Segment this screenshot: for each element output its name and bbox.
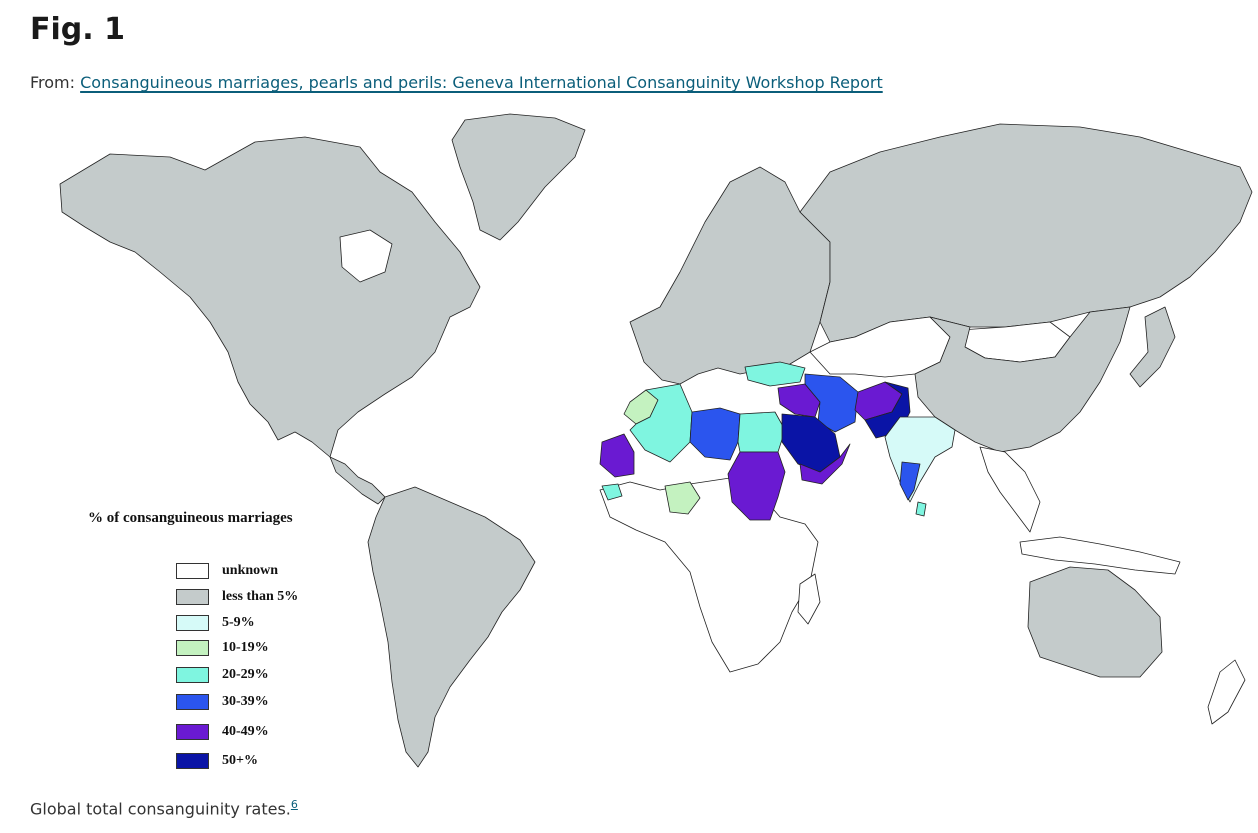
region-nigeria — [664, 481, 701, 515]
legend-label: 20-29% — [222, 667, 269, 682]
legend-item: 30-39% — [176, 692, 269, 712]
legend-swatch — [176, 615, 209, 631]
region-sub-saharan-africa — [599, 477, 819, 673]
region-australia — [1027, 566, 1163, 678]
region-iran — [804, 373, 859, 433]
region-sudan — [727, 451, 786, 521]
region-central-america — [329, 456, 386, 505]
legend-label: 5-9% — [222, 615, 255, 630]
figure-title: Fig. 1 — [30, 12, 125, 47]
region-madagascar — [797, 573, 821, 625]
source-article-link[interactable]: Consanguineous marriages, pearls and per… — [80, 73, 883, 92]
legend-swatch — [176, 589, 209, 605]
region-mauritania — [599, 433, 635, 478]
legend-item: 10-19% — [176, 638, 269, 658]
legend-swatch — [176, 640, 209, 656]
region-turkey — [744, 361, 806, 387]
region-north-america — [59, 136, 481, 458]
region-china — [914, 306, 1131, 453]
legend-item: 5-9% — [176, 613, 255, 633]
region-libya — [689, 407, 741, 461]
region-europe — [629, 166, 831, 385]
legend-swatch — [176, 753, 209, 769]
region-japan — [1129, 306, 1176, 388]
legend-label: less than 5% — [222, 589, 299, 604]
legend-label: 40-49% — [222, 724, 269, 739]
region-greenland — [451, 113, 586, 241]
reference-link[interactable]: 6 — [290, 798, 298, 811]
region-south-india — [899, 461, 921, 501]
legend-swatch — [176, 694, 209, 710]
world-map — [40, 112, 1254, 780]
legend-label: 10-19% — [222, 640, 269, 655]
region-russia — [799, 123, 1253, 343]
source-line: From: Consanguineous marriages, pearls a… — [30, 73, 883, 92]
region-egypt — [737, 411, 786, 453]
caption-reference: 6 — [291, 797, 298, 812]
legend-title: % of consanguineous marriages — [88, 510, 293, 526]
region-algeria — [629, 383, 693, 463]
legend-item: 20-29% — [176, 665, 269, 685]
legend-item: less than 5% — [176, 587, 298, 607]
source-prefix: From: — [30, 73, 81, 92]
region-sri-lanka — [915, 501, 927, 517]
legend-label: 50+% — [222, 753, 258, 768]
region-hudson-bay — [339, 229, 393, 283]
legend-item: unknown — [176, 561, 278, 581]
region-senegal — [601, 483, 623, 501]
legend-label: unknown — [222, 563, 279, 578]
region-indonesia — [1019, 536, 1181, 575]
legend-item: 40-49% — [176, 722, 269, 742]
map-legend: % of consanguineous marriages unknown les… — [88, 508, 408, 778]
legend-item: 50+% — [176, 751, 258, 771]
region-new-zealand — [1207, 659, 1246, 725]
legend-label: 30-39% — [222, 694, 269, 709]
region-south-america — [367, 486, 536, 768]
legend-swatch — [176, 724, 209, 740]
legend-swatch — [176, 667, 209, 683]
figure-caption: Global total consanguinity rates.6 — [30, 797, 298, 818]
legend-swatch — [176, 563, 209, 579]
caption-text: Global total consanguinity rates. — [30, 799, 291, 819]
region-southeast-asia — [979, 446, 1041, 533]
region-india — [884, 416, 956, 503]
region-yemen-oman — [799, 443, 851, 485]
world-map-svg — [59, 113, 1253, 768]
